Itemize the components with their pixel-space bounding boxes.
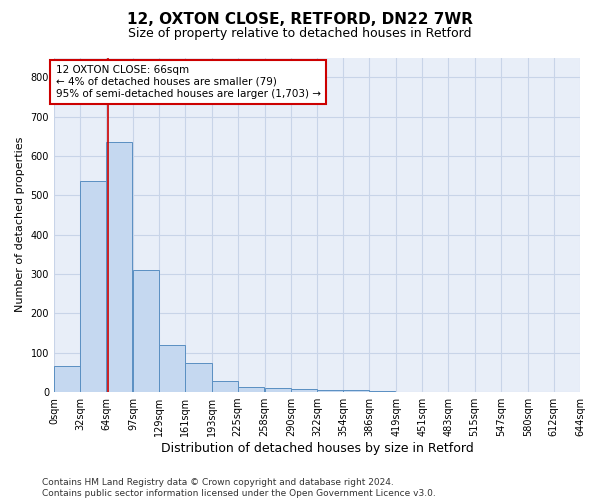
Text: 12 OXTON CLOSE: 66sqm
← 4% of detached houses are smaller (79)
95% of semi-detac: 12 OXTON CLOSE: 66sqm ← 4% of detached h… — [56, 66, 320, 98]
Text: Size of property relative to detached houses in Retford: Size of property relative to detached ho… — [128, 28, 472, 40]
Y-axis label: Number of detached properties: Number of detached properties — [15, 137, 25, 312]
Bar — [369, 391, 395, 392]
Bar — [343, 390, 369, 392]
Bar — [54, 366, 80, 392]
Bar — [238, 386, 264, 392]
Bar — [212, 381, 238, 392]
Bar — [317, 390, 343, 392]
Bar — [265, 388, 291, 392]
Bar — [291, 389, 317, 392]
Bar — [106, 142, 133, 392]
Bar — [133, 270, 159, 392]
Text: Contains HM Land Registry data © Crown copyright and database right 2024.
Contai: Contains HM Land Registry data © Crown c… — [42, 478, 436, 498]
Text: 12, OXTON CLOSE, RETFORD, DN22 7WR: 12, OXTON CLOSE, RETFORD, DN22 7WR — [127, 12, 473, 28]
Bar — [159, 345, 185, 392]
X-axis label: Distribution of detached houses by size in Retford: Distribution of detached houses by size … — [161, 442, 473, 455]
Bar — [185, 362, 212, 392]
Bar — [80, 182, 106, 392]
